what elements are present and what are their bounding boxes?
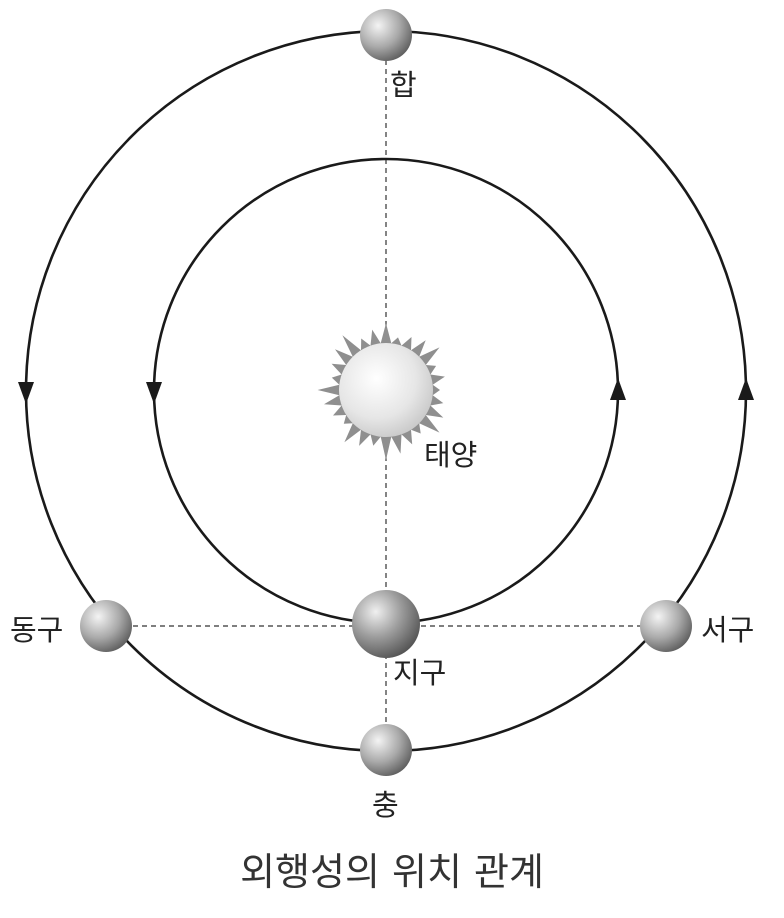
outer-orbit-arrow-left xyxy=(18,382,34,404)
planet-west-quadrature xyxy=(640,600,692,652)
sun-core xyxy=(339,343,433,437)
label-sun: 태양 xyxy=(424,438,477,472)
label-east-quadrature: 동구 xyxy=(10,613,63,647)
outer-orbit-arrow-right xyxy=(738,378,754,400)
planet-opposition xyxy=(360,724,412,776)
diagram-caption: 외행성의 위치 관계 xyxy=(240,850,544,894)
planet-east-quadrature xyxy=(80,600,132,652)
sun xyxy=(317,323,445,460)
inner-orbit-arrow-left xyxy=(146,382,162,404)
earth xyxy=(352,590,420,658)
label-west-quadrature: 서구 xyxy=(701,613,754,647)
inner-orbit-arrow-right xyxy=(610,378,626,400)
label-opposition: 충 xyxy=(372,788,399,822)
label-conjunction: 합 xyxy=(390,68,417,102)
label-earth: 지구 xyxy=(393,656,446,690)
planet-conjunction xyxy=(360,9,412,61)
orbit-direction-arrows xyxy=(18,378,754,404)
